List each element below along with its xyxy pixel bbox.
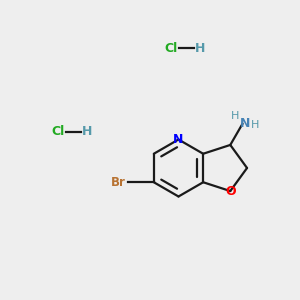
Text: H: H	[231, 111, 239, 121]
Text: N: N	[240, 117, 250, 130]
Text: Cl: Cl	[164, 41, 177, 55]
Text: H: H	[195, 41, 205, 55]
Text: N: N	[173, 133, 184, 146]
Text: H: H	[82, 125, 93, 139]
Text: O: O	[225, 184, 236, 198]
Text: H: H	[251, 120, 259, 130]
Text: Cl: Cl	[52, 125, 65, 139]
Text: Br: Br	[111, 176, 126, 189]
